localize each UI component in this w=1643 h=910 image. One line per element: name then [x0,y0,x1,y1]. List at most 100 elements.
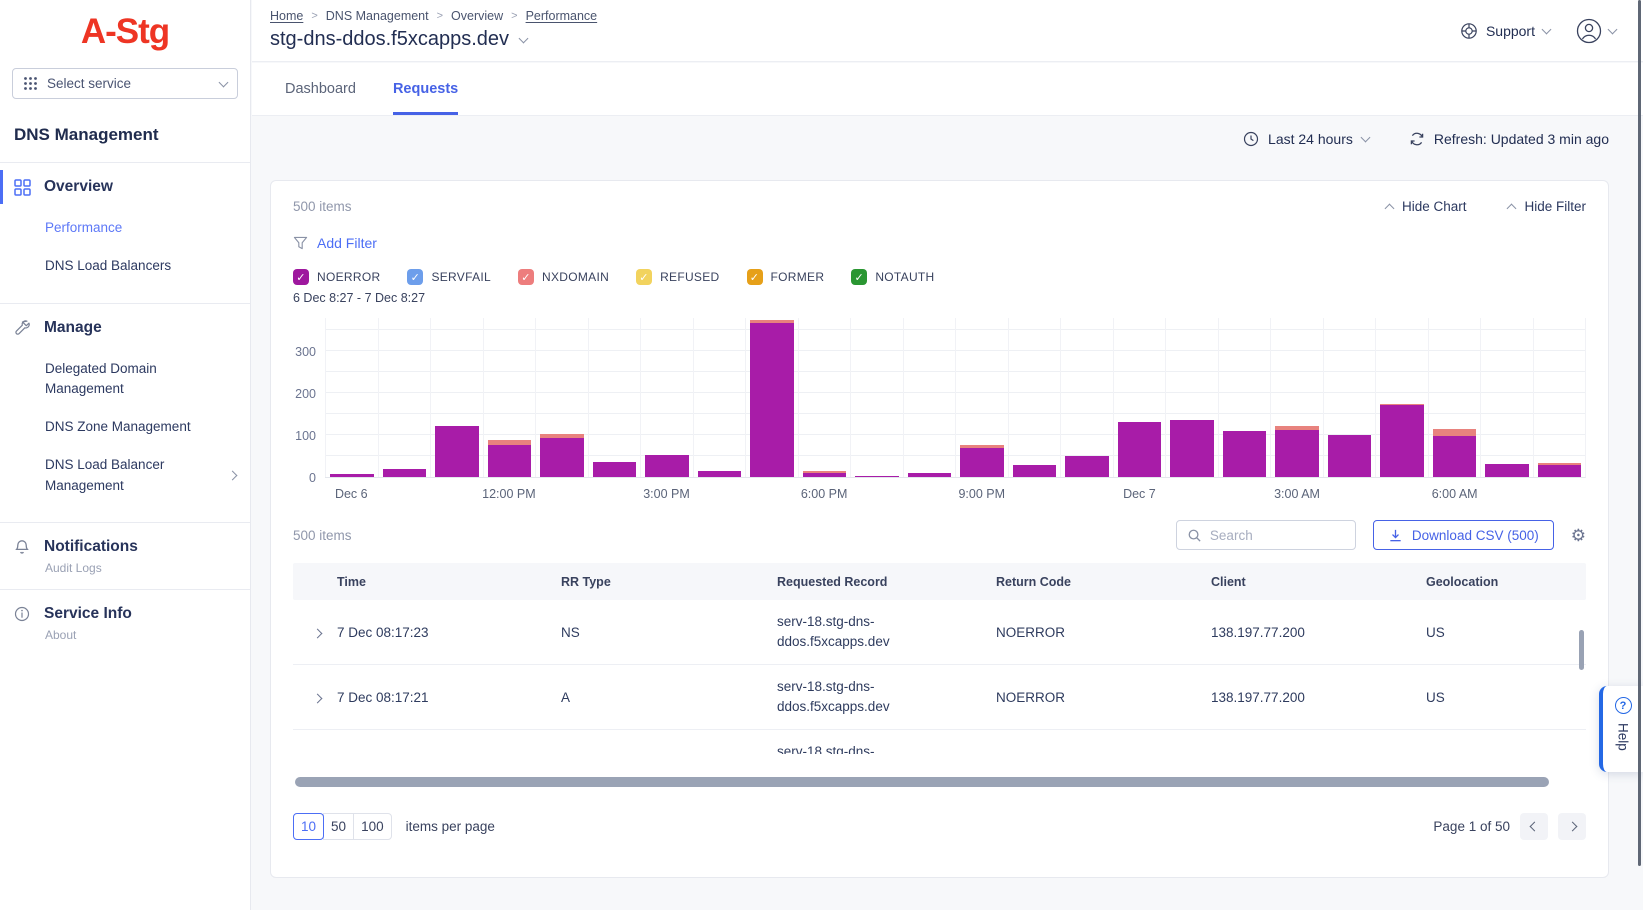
avatar-icon [1576,18,1602,44]
add-filter-button[interactable]: Add Filter [293,235,377,251]
sidebar-item-service-info[interactable]: Service Info [0,590,250,626]
chart-bar[interactable] [435,426,479,477]
column-header: Requested Record [777,575,996,589]
cell-client: 138.197.77.200 [1211,690,1426,705]
legend-checkbox[interactable]: ✓ [636,269,652,285]
row-expand-cell[interactable] [293,625,337,640]
chart-bar[interactable] [1328,435,1372,477]
legend-item-nxdomain[interactable]: ✓ NXDOMAIN [518,269,609,285]
legend-item-refused[interactable]: ✓REFUSED [636,269,719,285]
breadcrumb-item[interactable]: Performance [526,9,598,23]
sidebar-item-notifications[interactable]: Notifications [0,523,250,559]
sidebar-item-dns-load-balancer-management[interactable]: DNS Load Balancer Management [0,446,250,505]
cell-geolocation: US [1426,625,1586,640]
chart-bar[interactable] [908,473,952,477]
chart-bar[interactable] [960,445,1004,477]
legend-checkbox[interactable]: ✓ [747,269,763,285]
scrollbar-thumb[interactable] [295,777,1549,787]
download-csv-button[interactable]: Download CSV (500) [1373,520,1554,550]
chart-bar[interactable] [645,455,689,477]
sidebar-group-label: Manage [44,319,102,337]
chevron-down-icon [1360,133,1370,143]
legend-checkbox[interactable]: ✓ [407,269,423,285]
hide-filter-button[interactable]: Hide Filter [1508,199,1586,214]
legend-item-former[interactable]: ✓FORMER [747,269,825,285]
legend-label: NOERROR [317,270,380,284]
legend-item-noerror[interactable]: ✓ NOERROR [293,269,380,285]
time-range-selector[interactable]: Last 24 hours [1243,131,1369,147]
title-chevron-down-icon[interactable] [519,33,529,43]
sidebar-item-manage[interactable]: Manage [0,304,250,350]
chart-bar[interactable] [750,320,794,477]
sidebar-item-performance[interactable]: Performance [0,209,250,247]
hide-chart-button[interactable]: Hide Chart [1386,199,1467,214]
help-tab[interactable]: ? Help [1599,686,1643,772]
items-per-page-option-100[interactable]: 100 [353,813,392,840]
items-per-page-option-10[interactable]: 10 [293,813,324,840]
row-expand-chevron-icon[interactable] [313,693,323,703]
table-row[interactable]: serv-18.stg-dns-ddos.f5xcapps.dev [293,730,1586,754]
sidebar-item-audit-logs[interactable]: Audit Logs [0,559,250,589]
select-service-dropdown[interactable]: Select service [12,68,238,99]
breadcrumb-item[interactable]: Home [270,9,303,23]
chart-bar[interactable] [1223,431,1267,477]
chart-bar[interactable] [330,474,374,477]
chart-bar[interactable] [803,471,847,477]
bar-segment-noerror [698,471,742,477]
chart-bar[interactable] [1118,422,1162,477]
legend-item-notauth[interactable]: ✓NOTAUTH [851,269,934,285]
top-header: Home>DNS Management>Overview>Performance… [252,0,1643,62]
row-expand-chevron-icon[interactable] [313,628,323,638]
legend-checkbox[interactable]: ✓ [293,269,309,285]
chart-bar[interactable] [488,440,532,477]
chart-bar[interactable] [1380,404,1424,477]
chart-slot [1218,318,1271,477]
sidebar-item-delegated-domain-management[interactable]: Delegated Domain Management [0,350,250,409]
table-horizontal-scrollbar[interactable] [293,777,1586,787]
search-input[interactable] [1210,528,1345,543]
chart-bar[interactable] [1013,465,1057,477]
table-settings-gear-icon[interactable]: ⚙ [1571,527,1586,544]
table-body: 7 Dec 08:17:23NSserv-18.stg-dns-ddos.f5x… [293,600,1586,754]
chart-bar[interactable] [383,469,427,477]
table-vertical-scrollbar[interactable] [1579,630,1584,670]
chart-slot [850,318,903,477]
chart-bar[interactable] [855,476,899,477]
refresh-control[interactable]: Refresh: Updated 3 min ago [1409,131,1609,147]
next-page-button[interactable] [1558,813,1586,840]
chart-bar[interactable] [1433,429,1477,477]
bar-segment-noerror [1328,435,1372,477]
tab-dashboard[interactable]: Dashboard [285,63,356,115]
sidebar-item-dns-load-balancers[interactable]: DNS Load Balancers [0,247,250,285]
tab-requests[interactable]: Requests [393,63,458,115]
lifebuoy-icon [1460,22,1478,40]
chart-slot [1428,318,1481,477]
legend-checkbox[interactable]: ✓ [851,269,867,285]
row-expand-cell[interactable] [293,690,337,705]
account-menu[interactable] [1576,18,1616,44]
chart-bar[interactable] [1485,464,1529,477]
table-row[interactable]: 7 Dec 08:17:21Aserv-18.stg-dns-ddos.f5xc… [293,665,1586,730]
sidebar-item-about[interactable]: About [0,626,250,656]
chart-bar[interactable] [1170,420,1214,477]
chart-bar[interactable] [540,434,584,477]
prev-page-button[interactable] [1520,813,1548,840]
sidebar-item-dns-zone-management[interactable]: DNS Zone Management [0,408,250,446]
bar-segment-noerror [1170,420,1214,477]
refresh-label: Refresh: Updated 3 min ago [1434,131,1609,147]
search-box[interactable] [1176,520,1356,550]
legend-label: NXDOMAIN [542,270,609,284]
chart-bar[interactable] [698,471,742,477]
legend-checkbox[interactable]: ✓ [518,269,534,285]
chart-bar[interactable] [1065,456,1109,477]
table-row[interactable]: 7 Dec 08:17:23NSserv-18.stg-dns-ddos.f5x… [293,600,1586,665]
legend-item-servfail[interactable]: ✓SERVFAIL [407,269,491,285]
sidebar-item-overview[interactable]: Overview [0,163,250,209]
chart-slot [1008,318,1061,477]
items-per-page-option-50[interactable]: 50 [323,813,354,840]
chart-bar[interactable] [1275,426,1319,477]
support-menu[interactable]: Support [1460,22,1550,40]
chart-bar[interactable] [593,462,637,477]
window-scrollbar[interactable] [1638,0,1641,866]
chart-bar[interactable] [1538,463,1582,477]
